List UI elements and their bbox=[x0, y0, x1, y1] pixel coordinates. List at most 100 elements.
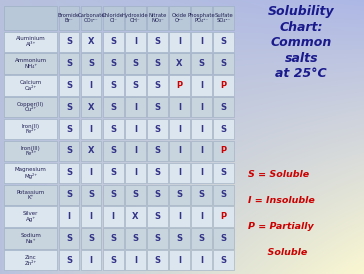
Text: S: S bbox=[66, 234, 72, 243]
Text: Copper(II)
Cu²⁺: Copper(II) Cu²⁺ bbox=[17, 102, 44, 112]
Bar bbox=[103, 250, 123, 270]
Text: S: S bbox=[221, 234, 227, 243]
Bar bbox=[125, 206, 146, 227]
Bar bbox=[4, 228, 57, 249]
Text: Magnesium
Mg²⁺: Magnesium Mg²⁺ bbox=[15, 167, 47, 179]
Text: I: I bbox=[178, 256, 181, 265]
Text: Aluminium
Al³⁺: Aluminium Al³⁺ bbox=[16, 36, 46, 47]
Text: I: I bbox=[200, 147, 203, 155]
Bar bbox=[4, 163, 57, 183]
Bar bbox=[125, 97, 146, 117]
Bar bbox=[103, 228, 123, 249]
Text: S = Soluble: S = Soluble bbox=[249, 170, 310, 179]
Bar bbox=[81, 185, 102, 205]
Text: S: S bbox=[154, 147, 161, 155]
Bar bbox=[4, 206, 57, 227]
Bar bbox=[59, 119, 79, 139]
Text: I: I bbox=[134, 168, 137, 177]
Bar bbox=[213, 163, 234, 183]
Bar bbox=[147, 53, 168, 74]
Text: Oxide
O²⁻: Oxide O²⁻ bbox=[172, 13, 187, 23]
Text: I = Insoluble: I = Insoluble bbox=[249, 196, 315, 205]
Text: I: I bbox=[134, 37, 137, 46]
Bar bbox=[103, 119, 123, 139]
Text: S: S bbox=[88, 234, 94, 243]
Bar bbox=[169, 32, 190, 52]
Bar bbox=[125, 75, 146, 96]
Bar bbox=[59, 228, 79, 249]
Text: I: I bbox=[200, 103, 203, 112]
Text: Iron(III)
Fe³⁺: Iron(III) Fe³⁺ bbox=[21, 146, 41, 156]
Text: Chloride
Cl⁻: Chloride Cl⁻ bbox=[102, 13, 124, 23]
Text: I: I bbox=[134, 125, 137, 134]
Bar bbox=[81, 97, 102, 117]
Text: S: S bbox=[154, 234, 161, 243]
Bar bbox=[81, 141, 102, 161]
Text: S: S bbox=[154, 37, 161, 46]
Text: Solubility
Chart:
Common
salts
at 25°C: Solubility Chart: Common salts at 25°C bbox=[268, 5, 335, 81]
Bar bbox=[213, 32, 234, 52]
Bar bbox=[169, 228, 190, 249]
Text: S: S bbox=[132, 59, 138, 68]
Text: Carbonate
CO₃²⁻: Carbonate CO₃²⁻ bbox=[77, 13, 105, 23]
Text: I: I bbox=[67, 212, 71, 221]
Bar bbox=[59, 163, 79, 183]
Bar bbox=[147, 97, 168, 117]
Bar bbox=[191, 228, 212, 249]
Text: S: S bbox=[154, 125, 161, 134]
Bar bbox=[125, 185, 146, 205]
Text: I: I bbox=[178, 212, 181, 221]
Bar bbox=[103, 75, 123, 96]
Text: Potassium
K⁺: Potassium K⁺ bbox=[17, 190, 45, 200]
Bar bbox=[81, 228, 102, 249]
Bar bbox=[103, 97, 123, 117]
Bar bbox=[213, 228, 234, 249]
Text: Calcium
Ca²⁺: Calcium Ca²⁺ bbox=[20, 80, 42, 91]
Text: S: S bbox=[132, 190, 138, 199]
Bar bbox=[191, 32, 212, 52]
Bar bbox=[59, 206, 79, 227]
Text: I: I bbox=[178, 147, 181, 155]
Bar bbox=[213, 6, 234, 30]
Bar bbox=[103, 206, 123, 227]
Text: S: S bbox=[66, 190, 72, 199]
Text: S: S bbox=[132, 234, 138, 243]
Bar bbox=[59, 53, 79, 74]
Bar bbox=[81, 75, 102, 96]
Bar bbox=[4, 185, 57, 205]
Bar bbox=[125, 141, 146, 161]
Bar bbox=[4, 97, 57, 117]
Bar bbox=[4, 53, 57, 74]
Bar bbox=[169, 185, 190, 205]
Bar bbox=[81, 53, 102, 74]
Bar bbox=[213, 206, 234, 227]
Bar bbox=[81, 163, 102, 183]
Bar bbox=[4, 32, 57, 52]
Text: S: S bbox=[221, 190, 227, 199]
Text: I: I bbox=[200, 212, 203, 221]
Text: I: I bbox=[178, 125, 181, 134]
Text: S: S bbox=[66, 103, 72, 112]
Text: Hydroxide
OH⁻: Hydroxide OH⁻ bbox=[122, 13, 149, 23]
Bar bbox=[169, 250, 190, 270]
Text: S: S bbox=[154, 190, 161, 199]
Bar bbox=[125, 6, 146, 30]
Bar bbox=[59, 250, 79, 270]
Text: I: I bbox=[134, 256, 137, 265]
Text: I: I bbox=[200, 37, 203, 46]
Bar bbox=[213, 97, 234, 117]
Text: I: I bbox=[200, 256, 203, 265]
Text: I: I bbox=[90, 212, 92, 221]
Text: S: S bbox=[66, 256, 72, 265]
Bar bbox=[191, 97, 212, 117]
Bar bbox=[4, 141, 57, 161]
Bar bbox=[103, 185, 123, 205]
Text: I: I bbox=[178, 37, 181, 46]
Text: S: S bbox=[221, 103, 227, 112]
Text: I: I bbox=[112, 212, 115, 221]
Text: I: I bbox=[134, 103, 137, 112]
Bar bbox=[103, 163, 123, 183]
Text: S: S bbox=[110, 59, 116, 68]
Bar bbox=[169, 75, 190, 96]
Bar bbox=[4, 119, 57, 139]
